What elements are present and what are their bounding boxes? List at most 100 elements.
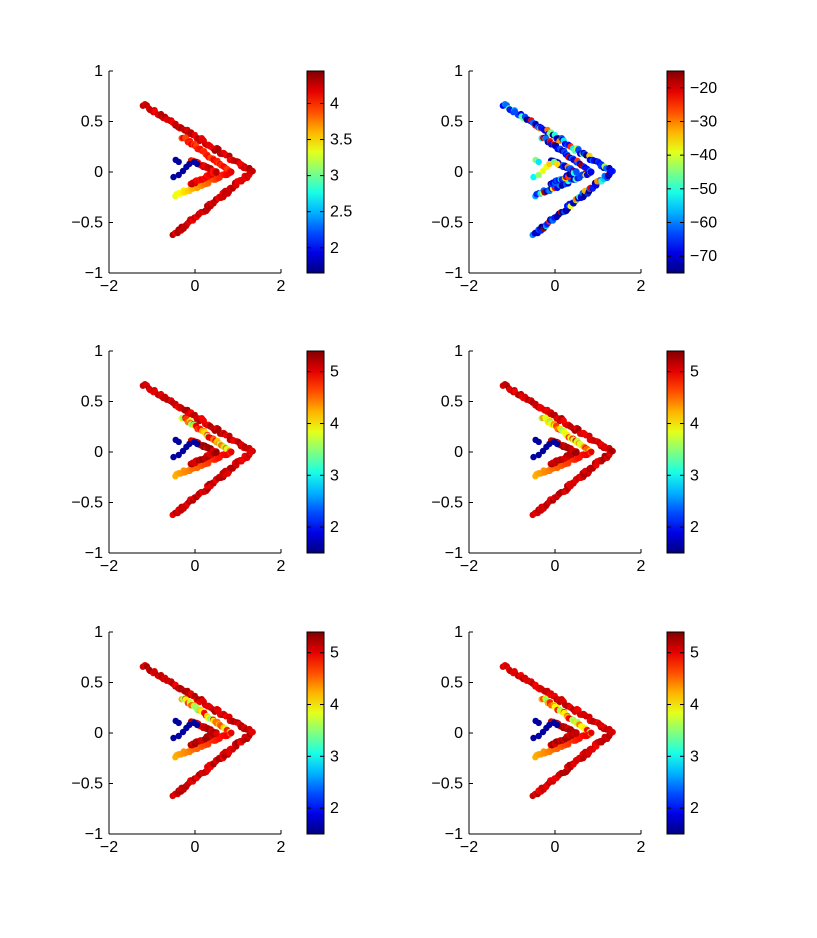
colorbar-tick-label: 5 (690, 645, 699, 662)
y-tick-label: −0.5 (431, 495, 463, 512)
y-tick-label: 0.5 (81, 114, 103, 131)
x-tick-label: 2 (277, 278, 286, 295)
scatter-point (175, 438, 182, 446)
scatter-point (213, 730, 220, 737)
x-tick-label: −2 (100, 839, 118, 856)
colorbar-tick-label: 3.5 (330, 132, 352, 149)
scatter-point (530, 453, 537, 461)
scatter-point (175, 171, 182, 179)
colorbar-tick-label: 3 (330, 748, 339, 765)
scatter-point (193, 721, 201, 729)
x-tick-label: 0 (551, 278, 560, 295)
scatter-point (535, 719, 542, 727)
colorbar-tick-label: 4 (330, 416, 339, 433)
scatter-point (248, 447, 255, 454)
x-tick-label: −2 (460, 839, 478, 856)
colorbar-tick-label: 4 (330, 697, 339, 714)
x-tick-label: 2 (637, 558, 646, 575)
scatter-point (175, 719, 182, 727)
colorbar-tick-label: 3 (690, 467, 699, 484)
colorbar-tick-label: 3 (330, 168, 339, 185)
y-tick-label: 0.5 (441, 394, 463, 411)
y-tick-label: 0 (94, 164, 103, 181)
y-tick-label: −0.5 (431, 215, 463, 232)
colorbar (306, 631, 325, 835)
scatter-point (193, 160, 201, 168)
scatter-point (573, 730, 580, 737)
scatter-point (228, 448, 235, 455)
scatter-point (530, 734, 537, 742)
y-tick-label: −0.5 (71, 495, 103, 512)
subplot-2: −1−0.500.51−2 0 2−70−60−50−40−30−20 (431, 63, 717, 295)
colorbar-tick-label: −30 (690, 114, 717, 131)
colorbar-tick-label: 2.5 (330, 204, 352, 221)
x-tick-label: 2 (637, 278, 646, 295)
y-tick-label: 0.5 (81, 394, 103, 411)
scatter-point (535, 438, 542, 446)
scatter-point (213, 449, 220, 456)
colorbar-tick-label: −20 (690, 80, 717, 97)
y-tick-label: −1 (85, 545, 103, 562)
colorbar-tick-label: 4 (330, 95, 339, 112)
scatter-point (170, 173, 177, 181)
x-tick-label: 2 (277, 839, 286, 856)
subplot-1: −1 −0.5 0 0.5 1 −2 0 2 2 2.5 3 3.5 4 (71, 63, 352, 295)
y-tick-label: 0 (454, 444, 463, 461)
scatter-point (608, 728, 615, 735)
y-tick-label: 0 (454, 725, 463, 742)
x-tick-label: −2 (460, 558, 478, 575)
scatter-point (588, 168, 595, 175)
subplot-4: −1 −0.5 0 0.5 1 −2 0 2 2 3 4 5 (431, 343, 699, 575)
scatter-point (573, 169, 580, 176)
y-tick-label: 0.5 (441, 114, 463, 131)
y-tick-label: 0.5 (81, 675, 103, 692)
x-tick-label: 2 (637, 839, 646, 856)
colorbar-tick-label: 2 (330, 240, 339, 257)
colorbar-tick-label: 2 (690, 519, 699, 536)
colorbar-tick-label: 3 (690, 748, 699, 765)
scatter-point (193, 440, 201, 448)
scatter-point (170, 734, 177, 742)
colorbar-tick-label: 5 (690, 364, 699, 381)
colorbar-tick-label: −40 (690, 147, 717, 164)
colorbar-tick-label: 3 (330, 467, 339, 484)
colorbar-tick-label: −70 (690, 248, 717, 265)
y-tick-label: 0 (94, 725, 103, 742)
colorbar (666, 350, 685, 554)
colorbar-tick-label: 2 (690, 800, 699, 817)
scatter-point (573, 449, 580, 456)
scatter-point (170, 453, 177, 461)
colorbar-tick-label: 5 (330, 645, 339, 662)
x-tick-label: 2 (277, 558, 286, 575)
colorbar-tick-label: −50 (690, 181, 717, 198)
y-tick-label: 0 (454, 164, 463, 181)
scatter-point (553, 721, 561, 729)
y-tick-label: 1 (94, 63, 103, 80)
scatter-point (553, 440, 561, 448)
scatter-point (588, 729, 595, 736)
y-tick-label: −1 (445, 545, 463, 562)
y-tick-label: 1 (454, 63, 463, 80)
x-tick-label: −2 (100, 278, 118, 295)
colorbar (306, 70, 325, 274)
colorbar-tick-label: 4 (690, 416, 699, 433)
scatter-point (175, 732, 182, 740)
y-tick-label: −1 (445, 265, 463, 282)
y-tick-label: 0.5 (441, 675, 463, 692)
colorbar (666, 631, 685, 835)
colorbar-tick-label: −60 (690, 215, 717, 232)
y-tick-label: −0.5 (71, 776, 103, 793)
scatter-point (228, 168, 235, 175)
subplot-5: −1 −0.5 0 0.5 1 −2 0 2 2 3 4 5 (71, 624, 339, 856)
scatter-point (553, 160, 561, 168)
y-tick-label: 1 (94, 624, 103, 641)
y-tick-label: 1 (454, 624, 463, 641)
y-tick-label: 1 (454, 343, 463, 360)
y-tick-label: 1 (94, 343, 103, 360)
x-tick-label: 0 (191, 839, 200, 856)
scatter-point (608, 167, 615, 174)
x-tick-label: 0 (191, 558, 200, 575)
scatter-point (535, 451, 542, 459)
x-tick-label: −2 (100, 558, 118, 575)
